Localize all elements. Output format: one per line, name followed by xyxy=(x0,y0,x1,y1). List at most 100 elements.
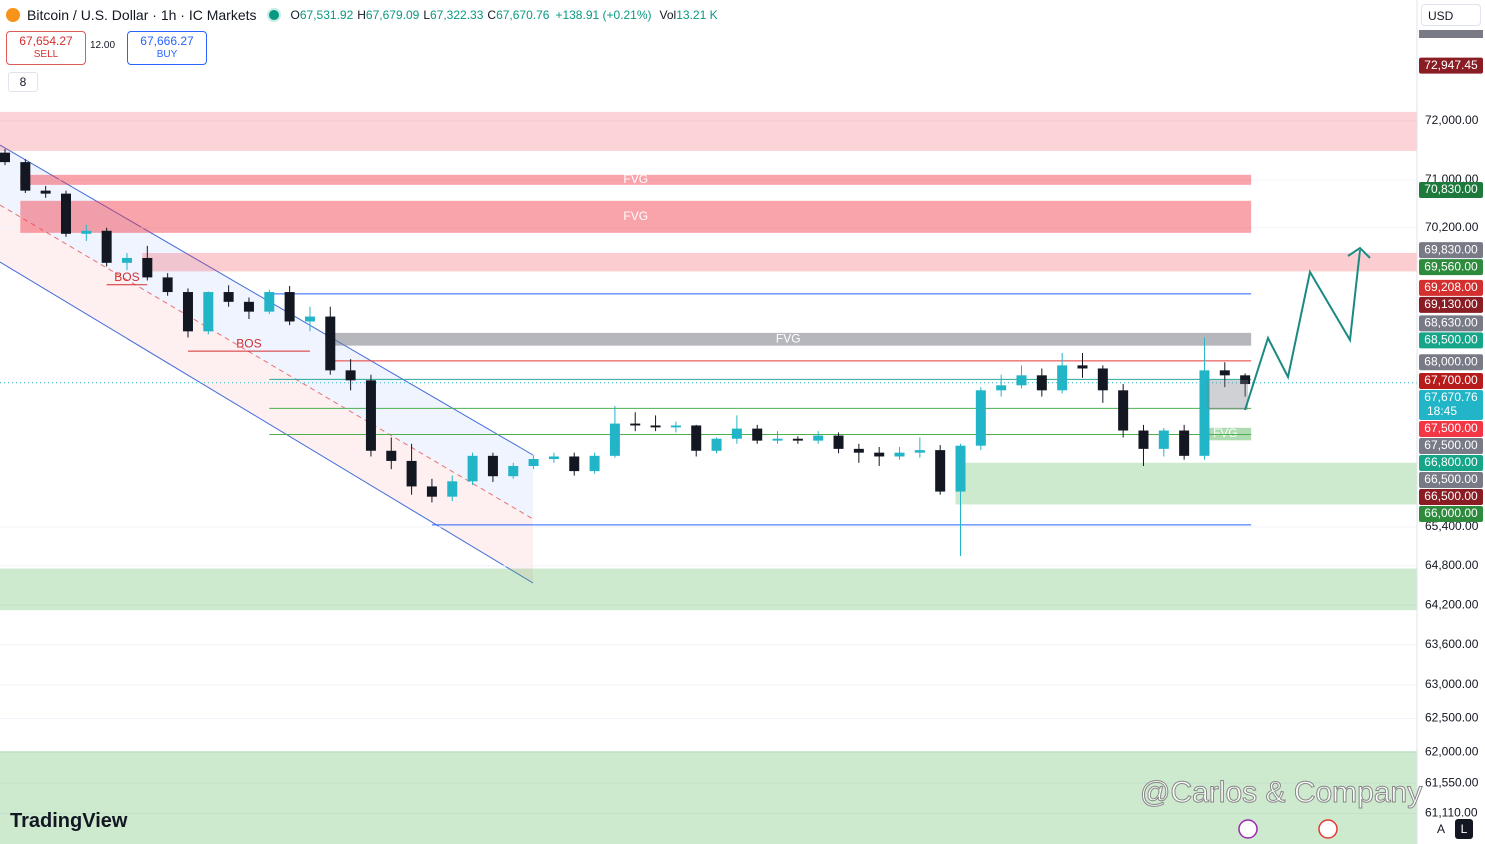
price-tag xyxy=(1419,505,1483,522)
symbol-header: Bitcoin / U.S. Dollar · 1h · IC Markets … xyxy=(6,5,718,25)
price-tag-label: 67,700.00 xyxy=(1424,373,1478,387)
price-tag-label: 66,800.00 xyxy=(1424,455,1478,469)
price-tag-label: 69,830.00 xyxy=(1424,242,1478,256)
y-tick-label: 70,200.00 xyxy=(1425,220,1479,234)
price-tag-label: 68,630.00 xyxy=(1424,315,1478,329)
candle-body xyxy=(508,466,519,477)
symbol-title[interactable]: Bitcoin / U.S. Dollar · 1h · IC Markets xyxy=(27,7,257,23)
candle-body xyxy=(772,438,783,441)
ohlc-value: 67,670.76 xyxy=(496,8,550,22)
candle-body xyxy=(935,450,946,492)
channel-mid-line xyxy=(0,204,534,520)
candle-body xyxy=(325,316,336,371)
candle-body xyxy=(589,455,600,472)
price-tag xyxy=(1419,372,1483,389)
price-tag-label: 66,500.00 xyxy=(1424,489,1478,503)
price-tag xyxy=(1419,420,1483,437)
bos-label: BOS xyxy=(114,270,139,284)
candle-body xyxy=(40,190,51,194)
hidden-tag xyxy=(1419,30,1483,38)
channel-lower-line xyxy=(0,261,534,584)
price-tag xyxy=(1419,57,1483,74)
price-tag xyxy=(1419,488,1483,505)
y-tick-label: 61,550.00 xyxy=(1425,775,1479,789)
event-icon[interactable] xyxy=(1238,819,1258,839)
volume-key: Vol xyxy=(659,8,677,22)
spread: 12.00 xyxy=(90,40,116,51)
price-tag xyxy=(1419,315,1483,332)
brand-logo[interactable]: TradingView xyxy=(10,810,128,832)
candle-body xyxy=(792,438,803,441)
bos-label: BOS xyxy=(236,336,261,350)
y-tick-label: 61,110.00 xyxy=(1425,806,1478,820)
zone xyxy=(0,568,1417,611)
volume-value: 13.21 K xyxy=(676,8,718,22)
price-tag xyxy=(1419,354,1483,371)
y-tick-label: 62,000.00 xyxy=(1425,745,1479,759)
candle-body xyxy=(142,257,153,278)
flag-icon[interactable] xyxy=(1318,819,1338,839)
buy-button[interactable]: 67,666.27 BUY xyxy=(127,31,207,65)
price-tag xyxy=(1419,437,1483,454)
candle-body xyxy=(81,230,92,234)
candle-body xyxy=(1016,375,1027,386)
candle-body xyxy=(365,380,376,451)
candle-body xyxy=(569,456,580,472)
indicators-toggle[interactable]: 8 xyxy=(8,72,38,92)
zone xyxy=(0,751,1417,844)
candle-body xyxy=(447,481,458,497)
buy-price: 67,666.27 xyxy=(140,34,194,48)
candle-body xyxy=(1138,430,1149,449)
price-tag-label: 69,208.00 xyxy=(1424,280,1478,294)
candle-body xyxy=(386,450,397,461)
price-tag-label: 69,130.00 xyxy=(1424,297,1478,311)
candle-body xyxy=(1097,368,1108,391)
price-tag xyxy=(1419,332,1483,349)
buy-label: BUY xyxy=(156,49,178,60)
y-tick-label: 63,000.00 xyxy=(1425,677,1479,691)
candle-body xyxy=(914,450,925,453)
zone xyxy=(325,332,1252,346)
candle-body xyxy=(487,455,498,477)
zone-label: FVG xyxy=(1213,426,1238,440)
price-tag-label: 68,000.00 xyxy=(1424,354,1478,368)
price-tag xyxy=(1419,454,1483,471)
currency-select[interactable]: USD xyxy=(1421,4,1481,26)
candle-body xyxy=(1179,430,1190,456)
price-tag-label: 69,560.00 xyxy=(1424,259,1478,273)
y-tick-label: 72,000.00 xyxy=(1425,113,1479,127)
auto-scale-button[interactable]: A xyxy=(1436,822,1445,836)
channel-lower-fill xyxy=(0,205,533,583)
candle-body xyxy=(670,425,681,428)
candle-body xyxy=(1118,390,1129,431)
candle-body xyxy=(203,292,214,332)
candle-body xyxy=(467,455,478,482)
watermark: @Carlos & Company xyxy=(1139,776,1423,810)
ohlc-key: C xyxy=(487,8,497,22)
candle-body xyxy=(1199,370,1210,456)
candle-body xyxy=(60,193,71,234)
candle-body xyxy=(752,428,763,441)
ohlc-value: 67,679.09 xyxy=(365,8,420,22)
ohlc-key: H xyxy=(357,8,366,22)
price-tag-label: 70,830.00 xyxy=(1424,182,1478,196)
price-tag xyxy=(1419,242,1483,259)
candle-body xyxy=(1219,370,1230,376)
price-tag xyxy=(1419,471,1483,488)
plot-background xyxy=(0,0,1417,844)
price-countdown: 18:45 xyxy=(1427,404,1457,418)
candle-body xyxy=(1057,365,1068,391)
sell-button[interactable]: 67,654.27 SELL xyxy=(6,31,86,65)
log-scale-button[interactable]: L xyxy=(1455,819,1473,839)
zone-label: FVG xyxy=(776,331,801,345)
symbol-icon xyxy=(6,8,20,22)
y-tick-label: 63,600.00 xyxy=(1425,637,1479,651)
zone xyxy=(0,111,1417,151)
candle-body xyxy=(182,292,193,332)
y-tick-label: 62,500.00 xyxy=(1425,711,1479,725)
price-tag xyxy=(1419,296,1483,313)
sell-price: 67,654.27 xyxy=(19,34,73,48)
y-tick-label: 64,200.00 xyxy=(1425,597,1479,611)
candle-body xyxy=(121,257,132,263)
ohlc-key: O xyxy=(290,8,300,22)
